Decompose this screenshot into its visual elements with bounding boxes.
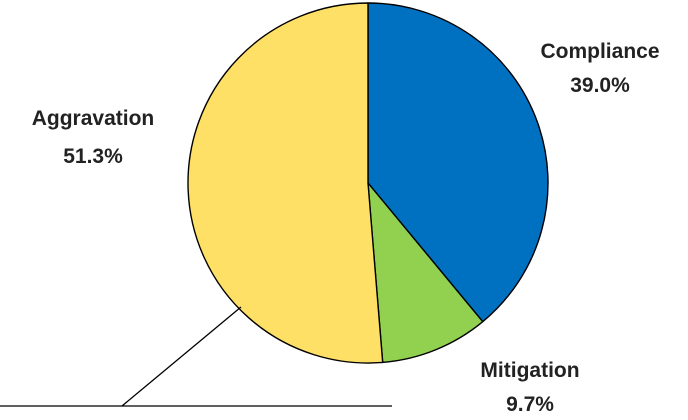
pie-slice-aggravation [187,2,384,364]
mitigation-value-label: 9.7% [506,393,554,416]
pie-slices [187,2,549,364]
mitigation-label: Mitigation [480,359,579,382]
callout-leader-line [121,306,242,407]
compliance-label: Compliance [540,40,659,63]
pie-slice-compliance [367,2,549,323]
compliance-value-label: 39.0% [570,74,630,97]
aggravation-value-label: 51.3% [63,145,123,168]
pie-slice-mitigation [367,182,484,364]
aggravation-label: Aggravation [32,107,155,130]
